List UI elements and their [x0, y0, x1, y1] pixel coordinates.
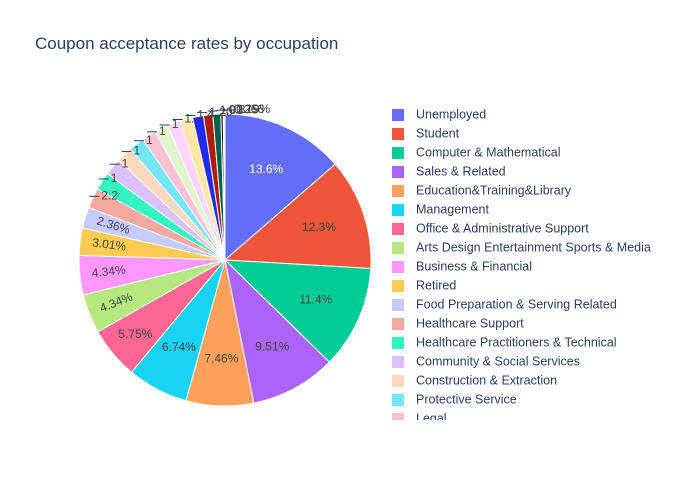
- legend-item[interactable]: Community & Social Services: [392, 354, 580, 368]
- legend-label: Management: [416, 202, 489, 216]
- slice-label: 5.75%: [118, 327, 152, 341]
- legend-swatch: [392, 242, 404, 254]
- slice-label: 11.4%: [299, 292, 332, 306]
- legend-swatch: [392, 394, 404, 406]
- outside-slice-label: 1: [122, 156, 129, 170]
- legend-item[interactable]: Arts Design Entertainment Sports & Media: [392, 240, 651, 254]
- slice-label: 4.34%: [91, 263, 127, 281]
- legend-item[interactable]: Protective Service: [392, 392, 517, 406]
- legend-item[interactable]: Office & Administrative Support: [392, 221, 589, 235]
- legend-label: Student: [416, 126, 460, 140]
- legend-swatch: [392, 375, 404, 387]
- legend-item[interactable]: Sales & Related: [392, 164, 506, 178]
- legend-swatch: [392, 204, 404, 216]
- legend-label: Business & Financial: [416, 259, 532, 273]
- legend-label: Sales & Related: [416, 164, 506, 178]
- outside-slice-label: 2.2: [101, 188, 118, 202]
- legend-label: Office & Administrative Support: [416, 221, 589, 235]
- legend-item[interactable]: Healthcare Practitioners & Technical: [392, 335, 617, 349]
- legend-label: Protective Service: [416, 392, 517, 406]
- slice-label: 9.51%: [255, 339, 289, 353]
- legend-swatch: [392, 356, 404, 368]
- legend-item[interactable]: Management: [392, 202, 489, 216]
- pie-slice: [224, 113, 336, 262]
- legend-swatch: [392, 299, 404, 311]
- legend-item[interactable]: Business & Financial: [392, 259, 532, 273]
- legend-swatch: [392, 109, 404, 121]
- legend-items: Unemployed Student Computer & Mathematical…: [392, 107, 651, 425]
- outside-slice-label: 1.20: [209, 105, 233, 119]
- legend-label: Education&Training&Library: [416, 183, 572, 197]
- legend-label: Healthcare Support: [416, 316, 524, 330]
- pie-slice: [222, 113, 226, 261]
- slice-label: 6.74%: [162, 340, 196, 354]
- slice-label: 13.6%: [249, 162, 283, 176]
- outside-slice-label: 0.266: [234, 102, 264, 116]
- chart-title: Coupon acceptance rates by occupation: [35, 34, 339, 53]
- legend-item[interactable]: Construction & Extraction: [392, 373, 557, 387]
- legend-swatch: [392, 280, 404, 292]
- legend-item[interactable]: Healthcare Support: [392, 316, 524, 330]
- legend-item[interactable]: Unemployed: [392, 107, 486, 121]
- legend-swatch: [392, 413, 404, 420]
- pie-group: [78, 113, 372, 407]
- legend-label: Arts Design Entertainment Sports & Media: [416, 240, 651, 254]
- legend-swatch: [392, 261, 404, 273]
- legend: Unemployed Student Computer & Mathematical…: [388, 95, 700, 425]
- legend-label: Community & Social Services: [416, 354, 580, 368]
- legend-background: [388, 95, 700, 425]
- legend-label: Legal: [416, 411, 447, 425]
- outside-slice-label: 1: [146, 133, 153, 147]
- legend-swatch: [392, 166, 404, 178]
- legend-item[interactable]: Retired: [392, 278, 456, 292]
- legend-label: Food Preparation & Serving Related: [416, 297, 617, 311]
- legend-swatch: [392, 318, 404, 330]
- pie-slice: [223, 259, 372, 363]
- legend-item[interactable]: Student: [392, 126, 460, 140]
- legend-swatch: [392, 147, 404, 159]
- legend-label: Construction & Extraction: [416, 373, 557, 387]
- outside-slice-label: 0.19%: [236, 102, 270, 116]
- outside-slice-label: 1: [172, 117, 179, 131]
- outside-slice-label: 1: [134, 144, 141, 158]
- slice-label: 7.46%: [204, 351, 238, 365]
- outside-slice-label: 0.875: [229, 102, 259, 116]
- pie-slice: [224, 258, 331, 404]
- outside-slice-label: 1: [159, 124, 166, 138]
- slice-labels: 13.6% 12.3% 11.4% 9.51% 7.46% 6.74% 5.75% 4.34%…: [91, 162, 336, 366]
- legend-item[interactable]: Food Preparation & Serving Related: [392, 297, 617, 311]
- slice-label: 12.3%: [302, 220, 336, 234]
- slice-label: 3.01%: [91, 235, 127, 253]
- pie-slice: [223, 163, 372, 269]
- legend-label: Retired: [416, 278, 456, 292]
- legend-swatch: [392, 185, 404, 197]
- legend-label: Healthcare Practitioners & Technical: [416, 335, 617, 349]
- legend-item[interactable]: Legal: [392, 411, 447, 425]
- outside-slice-label: 1: [111, 171, 118, 185]
- outside-slice-label: 1.: [185, 112, 195, 126]
- legend-label: Unemployed: [416, 107, 486, 121]
- legend-item[interactable]: Education&Training&Library: [392, 183, 572, 197]
- legend-item[interactable]: Computer & Mathematical: [392, 145, 561, 159]
- legend-swatch: [392, 223, 404, 235]
- legend-swatch: [392, 337, 404, 349]
- legend-label: Computer & Mathematical: [416, 145, 561, 159]
- legend-swatch: [392, 128, 404, 140]
